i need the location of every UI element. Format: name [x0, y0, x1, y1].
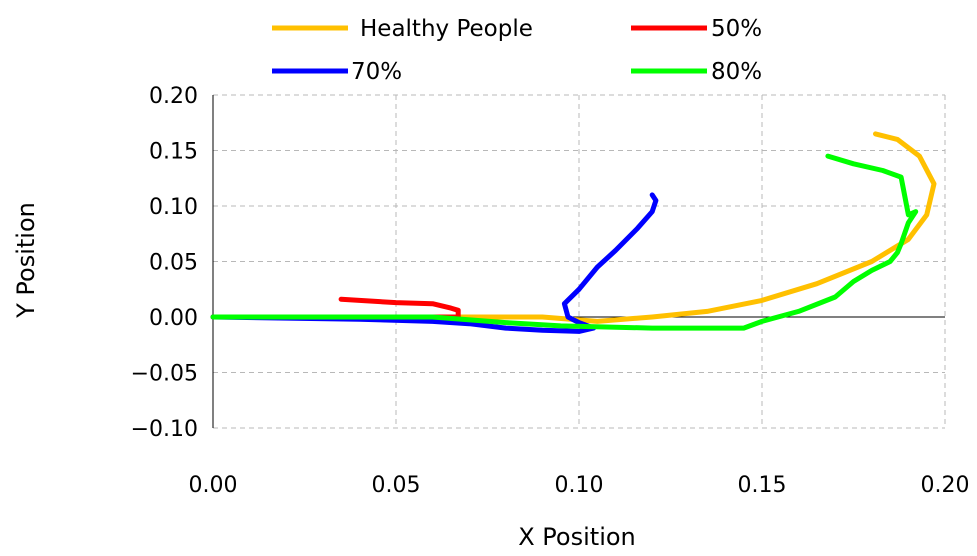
y-tick-label: 0.20 [149, 84, 198, 109]
legend: Healthy People 50% 70% 80% [272, 16, 762, 85]
y-tick-label: 0.10 [149, 195, 198, 220]
series-line-2 [213, 195, 656, 332]
legend-label-80: 80% [711, 59, 762, 85]
x-tick-labels: 0.00 0.05 0.10 0.15 0.20 [189, 473, 970, 498]
x-tick-label: 0.20 [921, 473, 970, 498]
legend-item-70: 70% [272, 59, 402, 85]
x-tick-label: 0.05 [372, 473, 421, 498]
x-tick-label: 0.10 [555, 473, 604, 498]
y-tick-labels: 0.20 0.15 0.10 0.05 0.00 −0.05 −0.10 [131, 84, 198, 442]
x-axis-title: X Position [518, 523, 636, 551]
series-line-1 [213, 299, 458, 317]
y-axis-title: Y Position [12, 202, 40, 319]
y-tick-label: −0.10 [131, 417, 198, 442]
legend-item-80: 80% [631, 59, 762, 85]
legend-label-50: 50% [711, 16, 762, 42]
legend-label-70: 70% [351, 59, 402, 85]
x-tick-label: 0.15 [738, 473, 787, 498]
legend-label-healthy-people: Healthy People [360, 16, 533, 42]
x-tick-label: 0.00 [189, 473, 238, 498]
y-tick-label: 0.15 [149, 140, 198, 165]
legend-item-50: 50% [631, 16, 762, 42]
y-tick-label: 0.05 [149, 251, 198, 276]
y-tick-label: 0.00 [149, 306, 198, 331]
y-tick-label: −0.05 [131, 362, 198, 387]
series-layer [213, 134, 934, 332]
plot-area [213, 95, 945, 428]
legend-item-healthy-people: Healthy People [272, 16, 533, 42]
